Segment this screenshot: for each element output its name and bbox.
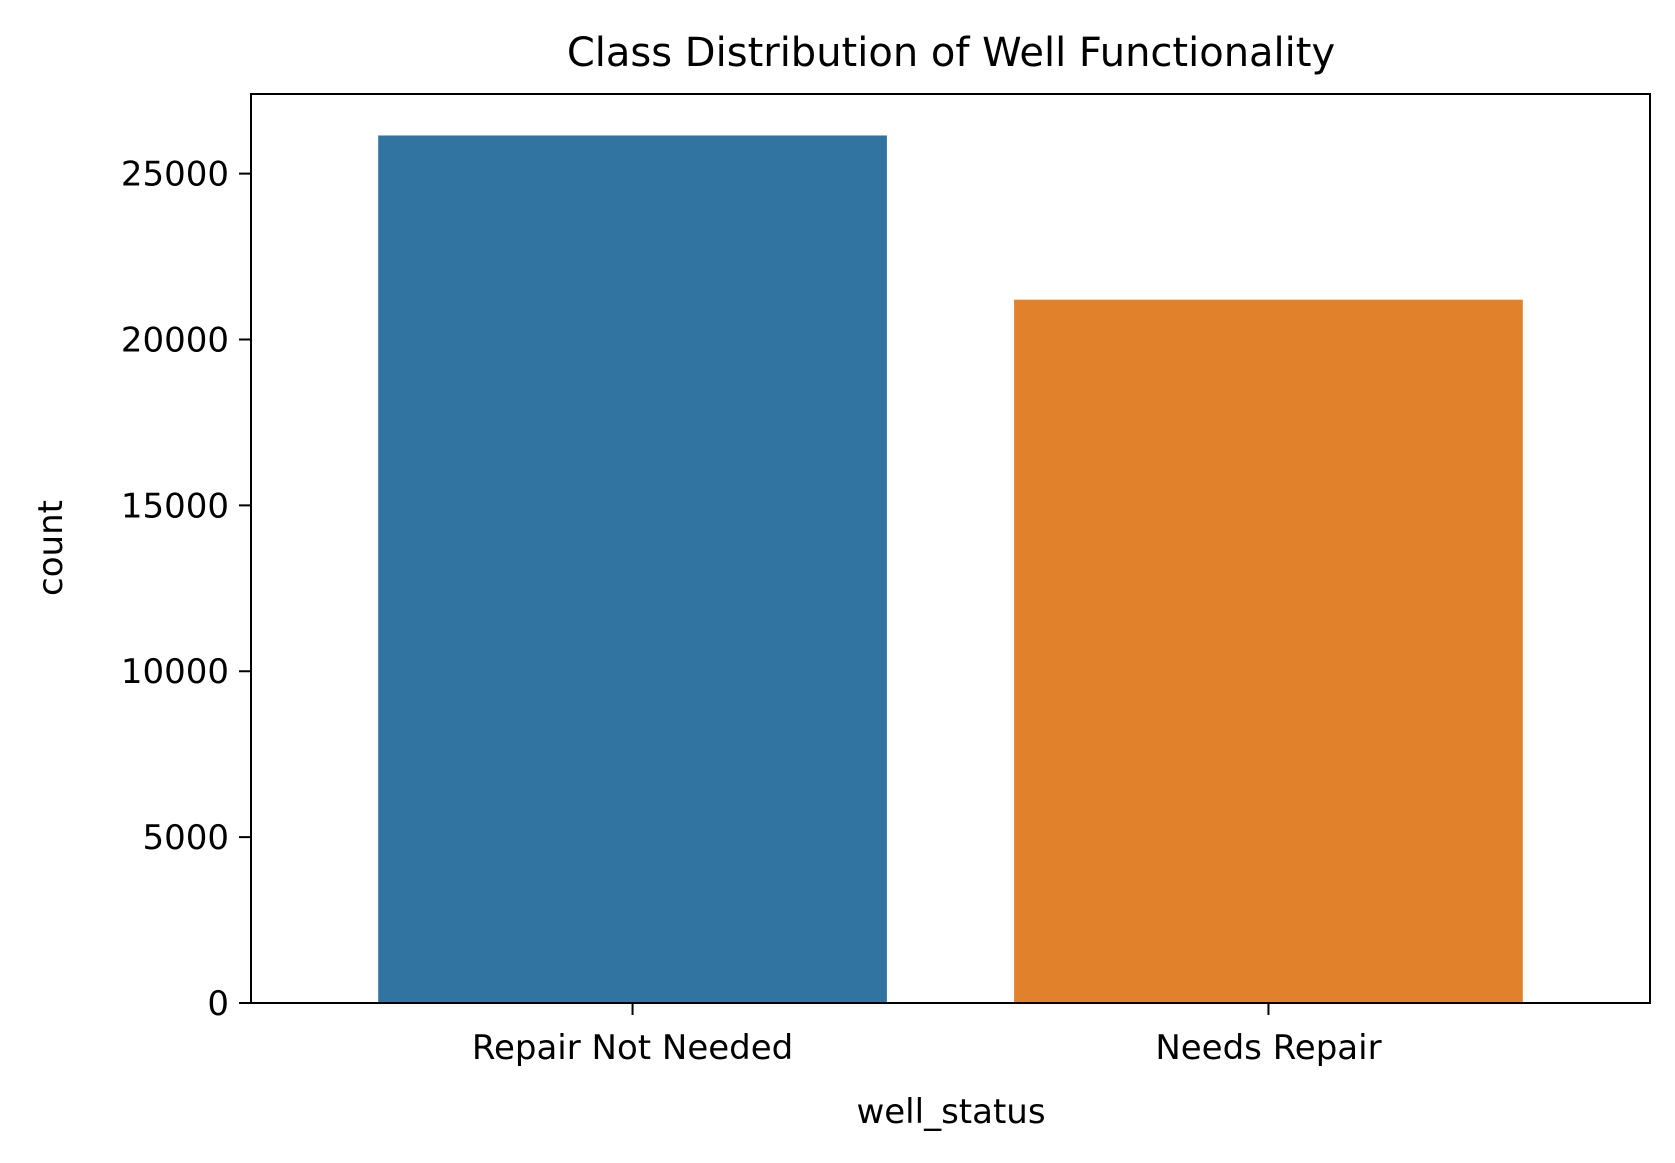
chart-title: Class Distribution of Well Functionality — [567, 30, 1335, 76]
bar-needs-repair — [1014, 299, 1523, 1003]
y-tick-label: 10000 — [121, 652, 229, 692]
y-tick-label: 0 — [207, 984, 229, 1024]
y-tick-label: 20000 — [121, 320, 229, 360]
y-axis-label: count — [31, 500, 71, 596]
bar-repair-not-needed — [378, 135, 887, 1003]
y-tick-label: 5000 — [142, 818, 229, 858]
x-axis-label: well_status — [856, 1092, 1045, 1132]
y-tick-label: 15000 — [121, 486, 229, 526]
plot-frame — [250, 93, 1651, 1004]
x-tick-label: Needs Repair — [1155, 1028, 1381, 1068]
x-axis: Repair Not Needed Needs Repair — [472, 1003, 1382, 1068]
y-axis: 0 5000 10000 15000 20000 25000 — [121, 155, 251, 1024]
bars-layer — [378, 135, 1523, 1003]
y-tick-label: 25000 — [121, 155, 229, 195]
x-tick-label: Repair Not Needed — [472, 1028, 793, 1068]
